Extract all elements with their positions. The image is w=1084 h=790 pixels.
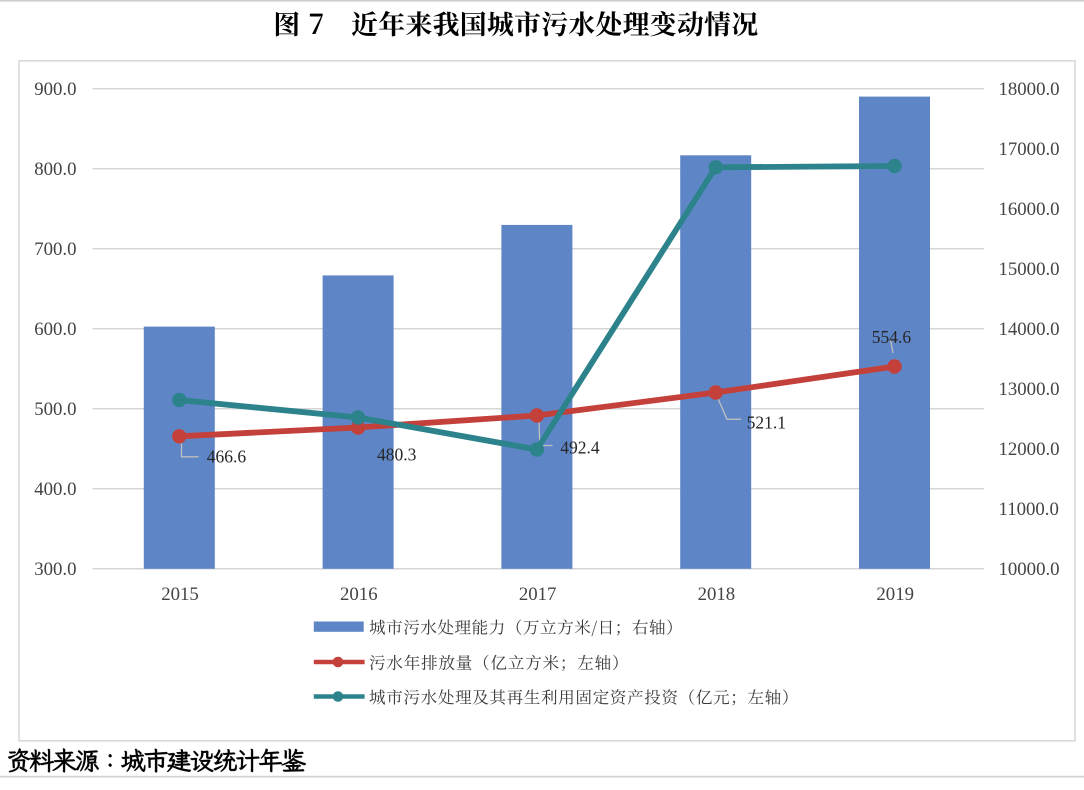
svg-text:12000.0: 12000.0 bbox=[999, 439, 1060, 460]
svg-text:2017: 2017 bbox=[519, 584, 557, 605]
svg-text:10000.0: 10000.0 bbox=[999, 559, 1060, 580]
svg-text:2016: 2016 bbox=[340, 584, 378, 605]
svg-text:18000.0: 18000.0 bbox=[999, 79, 1060, 100]
svg-text:14000.0: 14000.0 bbox=[999, 319, 1060, 340]
svg-text:2015: 2015 bbox=[161, 584, 199, 605]
svg-text:16000.0: 16000.0 bbox=[999, 199, 1060, 220]
svg-text:500.0: 500.0 bbox=[34, 399, 76, 420]
svg-text:600.0: 600.0 bbox=[34, 319, 76, 340]
svg-text:300.0: 300.0 bbox=[34, 559, 76, 580]
svg-text:492.4: 492.4 bbox=[560, 438, 600, 458]
svg-text:2019: 2019 bbox=[876, 584, 914, 605]
svg-text:700.0: 700.0 bbox=[34, 239, 76, 260]
svg-text:466.6: 466.6 bbox=[207, 447, 247, 467]
svg-text:554.6: 554.6 bbox=[872, 327, 912, 347]
svg-text:17000.0: 17000.0 bbox=[999, 139, 1060, 160]
svg-text:15000.0: 15000.0 bbox=[999, 259, 1060, 280]
svg-text:480.3: 480.3 bbox=[377, 445, 417, 465]
svg-text:2018: 2018 bbox=[698, 584, 736, 605]
svg-text:521.1: 521.1 bbox=[747, 413, 786, 433]
svg-text:900.0: 900.0 bbox=[34, 79, 76, 100]
svg-text:11000.0: 11000.0 bbox=[999, 499, 1059, 520]
svg-text:400.0: 400.0 bbox=[34, 479, 76, 500]
svg-text:13000.0: 13000.0 bbox=[999, 379, 1060, 400]
svg-text:800.0: 800.0 bbox=[34, 159, 76, 180]
